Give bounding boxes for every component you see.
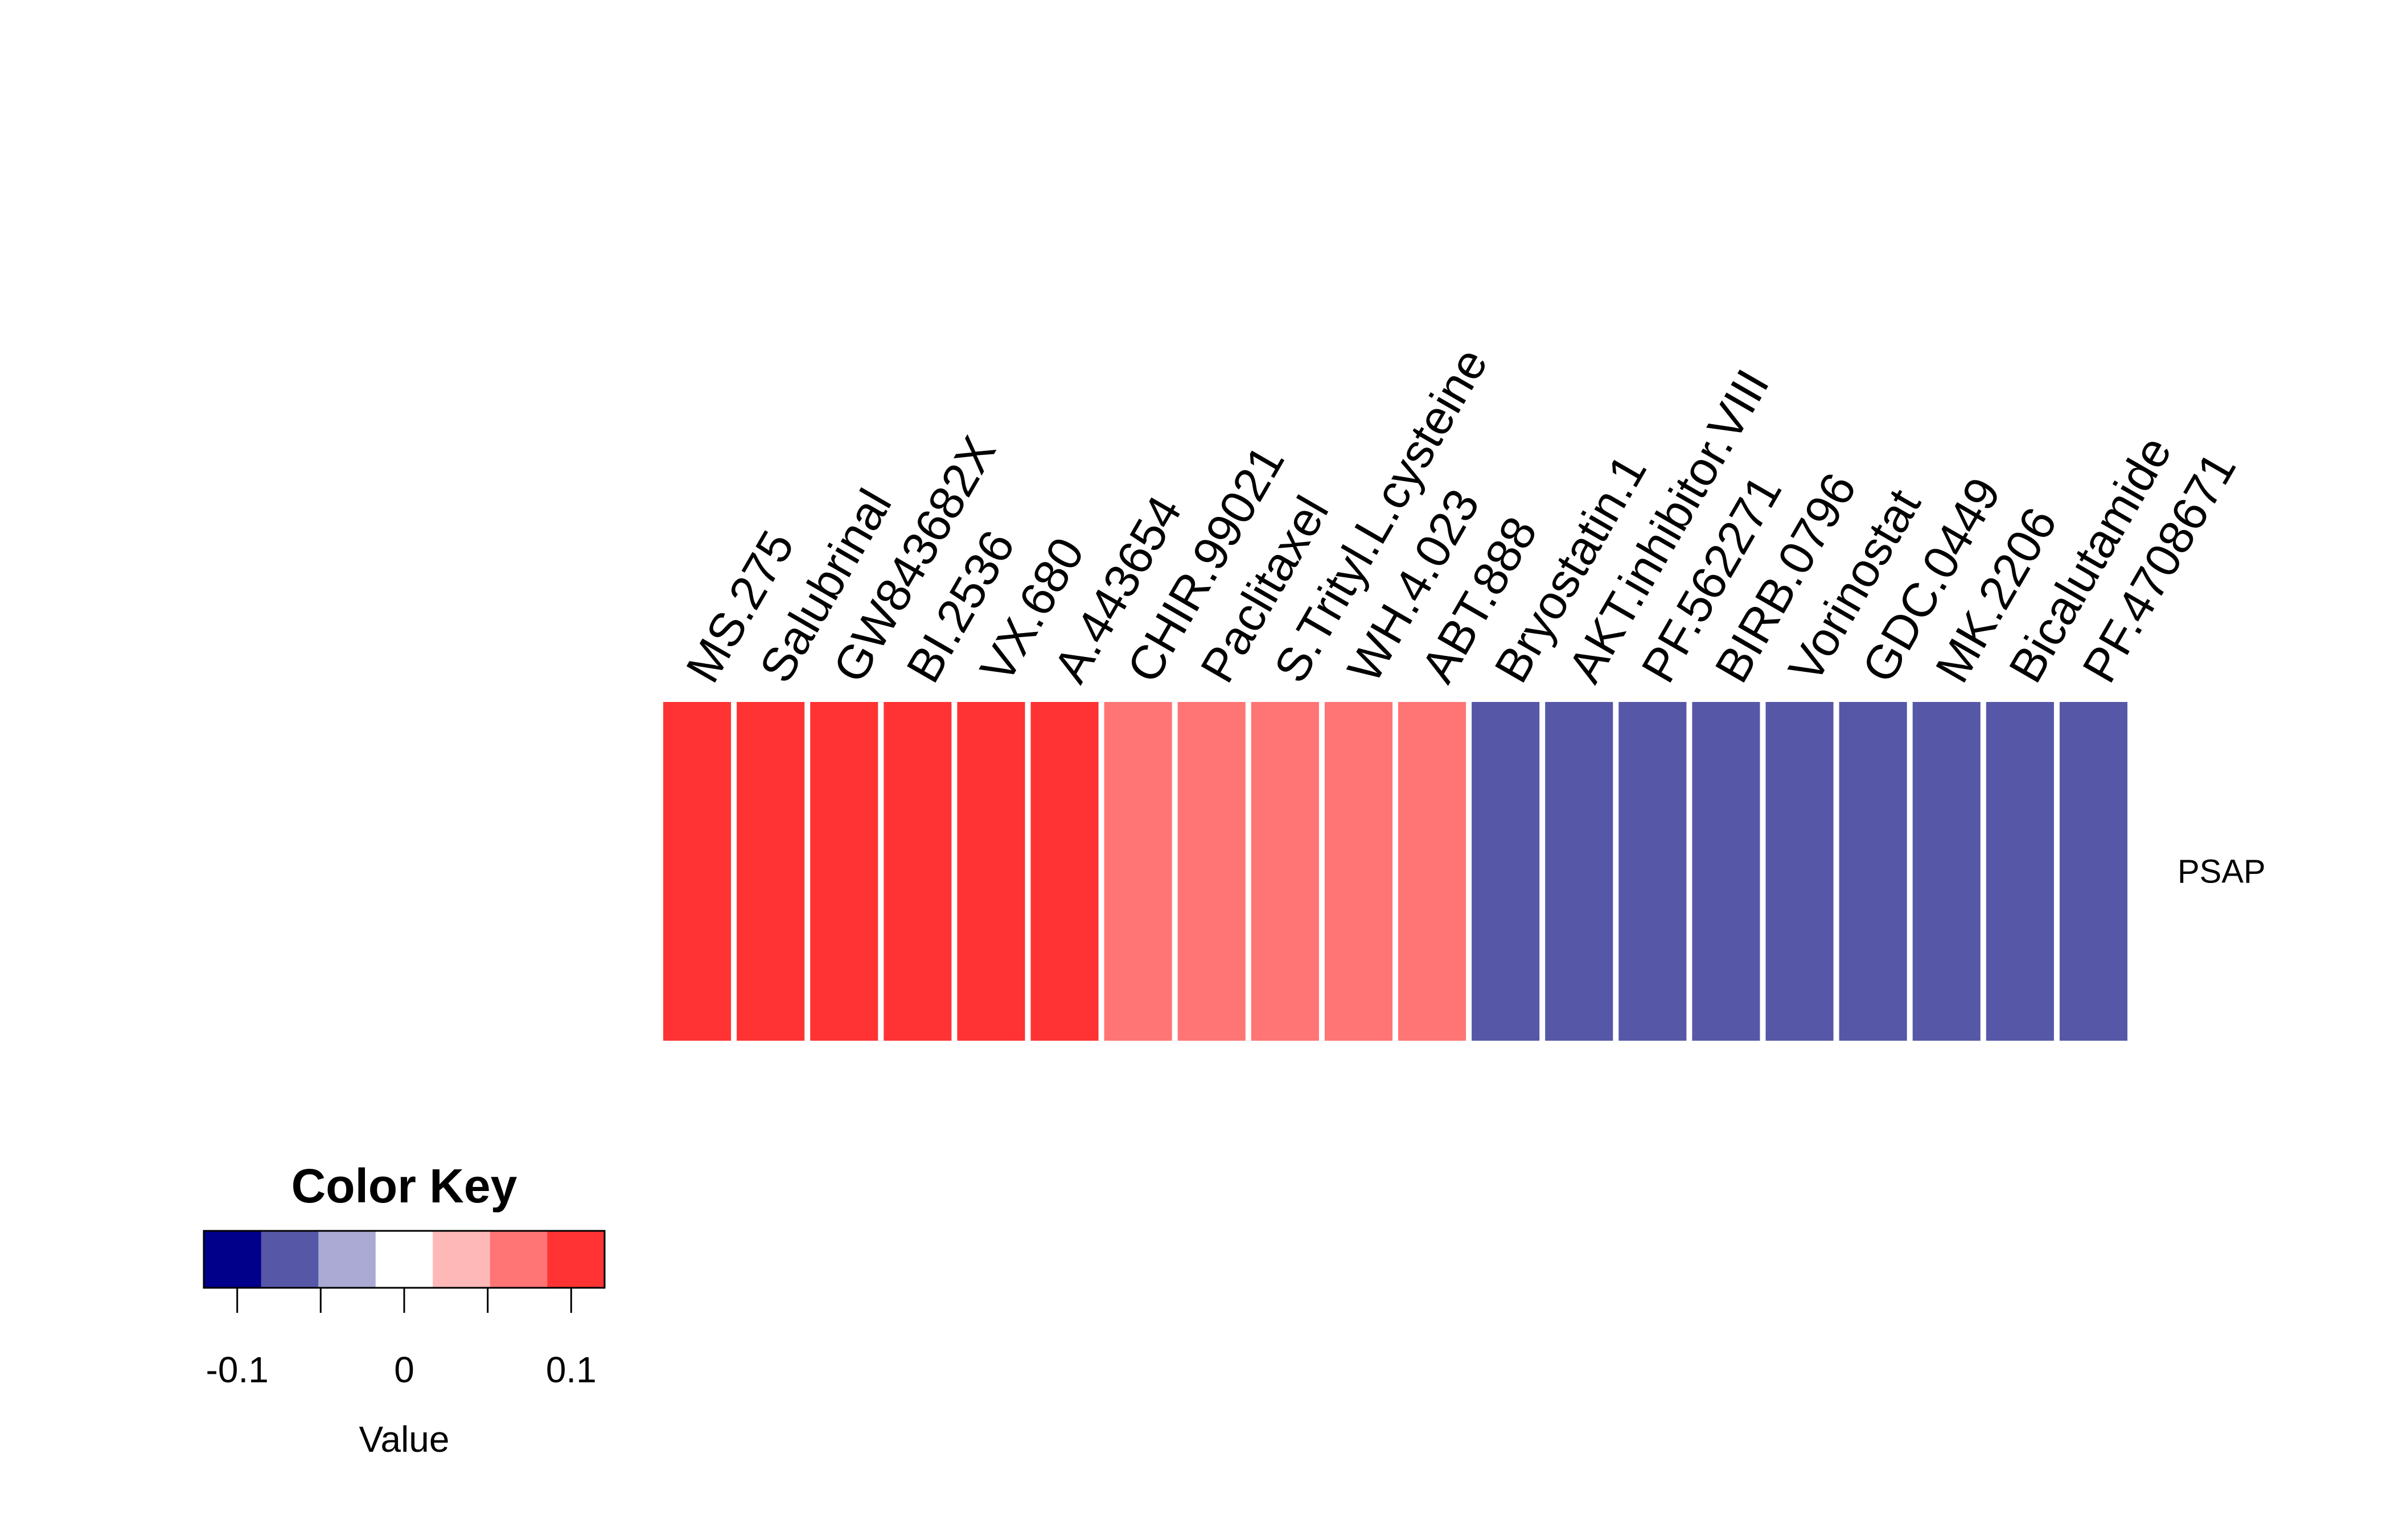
heatmap-cell xyxy=(1251,702,1319,1041)
heatmap-cell xyxy=(1472,702,1540,1041)
heatmap-cell xyxy=(957,702,1025,1041)
heatmap-cell xyxy=(1618,702,1687,1041)
color-key-tick-label: -0.1 xyxy=(206,1349,269,1390)
heatmap-cell xyxy=(810,702,878,1041)
heatmap-cell xyxy=(1398,702,1466,1041)
heatmap-cell xyxy=(2059,702,2127,1041)
color-key-swatch xyxy=(433,1231,491,1288)
heatmap-cell xyxy=(1324,702,1392,1041)
color-key-swatch xyxy=(490,1231,548,1288)
color-key-swatch xyxy=(261,1231,319,1288)
heatmap-cell xyxy=(1765,702,1834,1041)
heatmap-cell xyxy=(1692,702,1760,1041)
row-label: PSAP xyxy=(2178,853,2266,890)
color-key-swatch xyxy=(375,1231,433,1288)
heatmap-cell xyxy=(1912,702,1981,1041)
heatmap-cell xyxy=(737,702,805,1041)
heatmap-cell xyxy=(1545,702,1613,1041)
heatmap-cell xyxy=(1177,702,1246,1041)
color-key-title: Color Key xyxy=(291,1159,517,1213)
heatmap-cell xyxy=(1104,702,1172,1041)
heatmap-cell xyxy=(1839,702,1907,1041)
color-key-tick-label: 0 xyxy=(394,1349,414,1390)
heatmap-cell xyxy=(884,702,952,1041)
color-key-swatch xyxy=(547,1231,605,1288)
heatmap-cell xyxy=(663,702,732,1041)
color-key-tick-label: 0.1 xyxy=(546,1349,597,1390)
color-key-swatch xyxy=(204,1231,262,1288)
heatmap-cell xyxy=(1030,702,1099,1041)
heatmap-cell xyxy=(1986,702,2054,1041)
color-key-xlabel: Value xyxy=(359,1419,450,1460)
color-key-swatch xyxy=(318,1231,376,1288)
